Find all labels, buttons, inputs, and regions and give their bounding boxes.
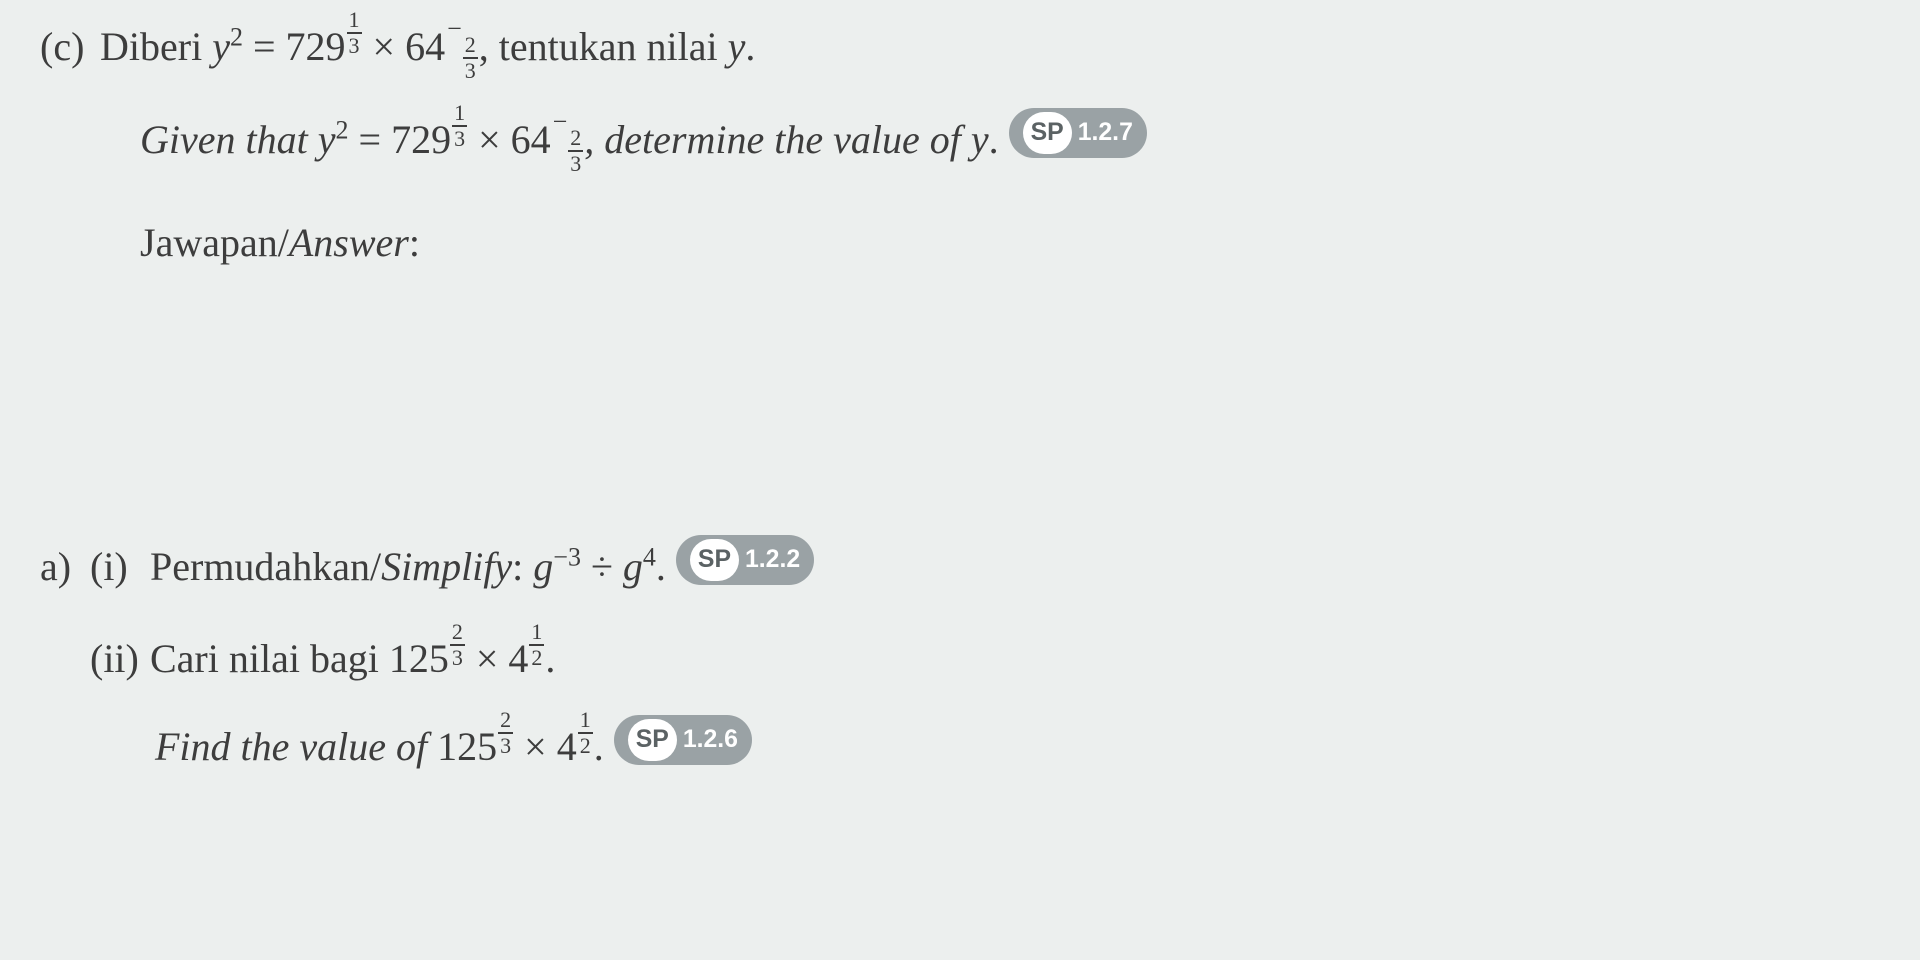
equals: = xyxy=(243,24,286,69)
badge-sp-127: SP 1.2.7 xyxy=(1009,108,1147,158)
answer-en: Answer xyxy=(289,211,409,275)
ii-period: . xyxy=(545,636,555,681)
exp-1-3: 13 xyxy=(347,9,362,57)
ms-suffix: , tentukan nilai xyxy=(479,24,728,69)
times-en: × xyxy=(468,117,511,162)
badge-sp-label-i: SP xyxy=(690,539,739,581)
answer-ms: Jawapan/ xyxy=(140,211,289,275)
base-64-en: 64 xyxy=(511,117,551,162)
badge-sp-label-find: SP xyxy=(628,719,677,761)
exp-neg-2-3: −23 xyxy=(445,52,479,100)
period: . xyxy=(745,24,755,69)
g1-exp: −3 xyxy=(553,543,581,572)
var-y-en: y xyxy=(318,117,336,162)
i-ms: Permudahkan/ xyxy=(150,544,381,589)
equals-en: = xyxy=(349,117,392,162)
problem-c-line-en: Given that y2 = 72913 × 64−23, determine… xyxy=(140,108,1880,193)
problem-a-ii-line-ms: (ii) Cari nilai bagi 12523 × 412. xyxy=(90,627,1880,691)
badge-sp-126: SP 1.2.6 xyxy=(614,715,752,765)
ii-ms: Cari nilai bagi xyxy=(150,636,389,681)
g1: g xyxy=(533,544,553,589)
problem-a-ii-line-en: Find the value of 12523 × 412. SP 1.2.6 xyxy=(155,715,1880,779)
exp-1-3-en: 13 xyxy=(452,102,467,150)
en-suffix: , determine the value of xyxy=(584,117,971,162)
a-i-body: Permudahkan/Simplify: g−3 ÷ g4. xyxy=(150,535,666,599)
find-period: . xyxy=(594,724,604,769)
tail-y: y xyxy=(728,24,746,69)
g2-exp: 4 xyxy=(643,543,656,572)
a-ii-body: Cari nilai bagi 12523 × 412. xyxy=(150,627,555,691)
tail-y-en: y xyxy=(971,117,989,162)
div: ÷ xyxy=(581,544,623,589)
answer-label-line: Jawapan/Answer: xyxy=(140,211,1880,275)
ii-4: 4 xyxy=(508,636,528,681)
problem-c-en-body: Given that y2 = 72913 × 64−23, determine… xyxy=(140,108,999,193)
badge-sp-122: SP 1.2.2 xyxy=(676,535,814,585)
badge-sp-label: SP xyxy=(1023,112,1072,154)
ms-prefix: Diberi xyxy=(100,24,212,69)
find-times: × xyxy=(514,724,557,769)
problem-c-ms-body: Diberi y2 = 72913 × 64−23, tentukan nila… xyxy=(100,15,755,100)
badge-sp-num: 1.2.7 xyxy=(1078,113,1133,153)
badge-sp-num-find: 1.2.6 xyxy=(683,720,738,760)
sub-i-label: (i) xyxy=(90,535,150,599)
i-en: Simplify xyxy=(381,544,512,589)
find-125: 125 xyxy=(437,724,497,769)
badge-sp-num-i: 1.2.2 xyxy=(745,540,800,580)
find-en: Find the value of xyxy=(155,724,437,769)
problem-c-line-ms: (c) Diberi y2 = 72913 × 64−23, tentukan … xyxy=(40,15,1880,100)
ii-times: × xyxy=(466,636,509,681)
part-c-label: (c) xyxy=(40,15,100,79)
base-729-en: 729 xyxy=(391,117,451,162)
exp-2: 2 xyxy=(230,23,243,52)
sub-ii-label: (ii) xyxy=(90,627,150,691)
ii-125: 125 xyxy=(389,636,449,681)
base-64: 64 xyxy=(405,24,445,69)
i-colon: : xyxy=(512,544,533,589)
find-body: Find the value of 12523 × 412. xyxy=(155,715,604,779)
g2: g xyxy=(623,544,643,589)
ii-23: 23 xyxy=(450,621,465,669)
times: × xyxy=(363,24,406,69)
find-12: 12 xyxy=(578,709,593,757)
exp-neg-2-3-en: −23 xyxy=(551,145,585,193)
ii-12: 12 xyxy=(529,621,544,669)
var-y: y xyxy=(212,24,230,69)
exp-2-en: 2 xyxy=(336,116,349,145)
answer-colon: : xyxy=(409,211,420,275)
base-729: 729 xyxy=(286,24,346,69)
find-4: 4 xyxy=(557,724,577,769)
problem-a-i-line: a) (i) Permudahkan/Simplify: g−3 ÷ g4. S… xyxy=(40,535,1880,599)
page-container: (c) Diberi y2 = 72913 × 64−23, tentukan … xyxy=(0,0,1920,779)
i-period: . xyxy=(656,544,666,589)
find-23: 23 xyxy=(498,709,513,757)
period-en: . xyxy=(989,117,999,162)
en-prefix: Given that xyxy=(140,117,318,162)
part-a-label: a) xyxy=(40,535,90,599)
